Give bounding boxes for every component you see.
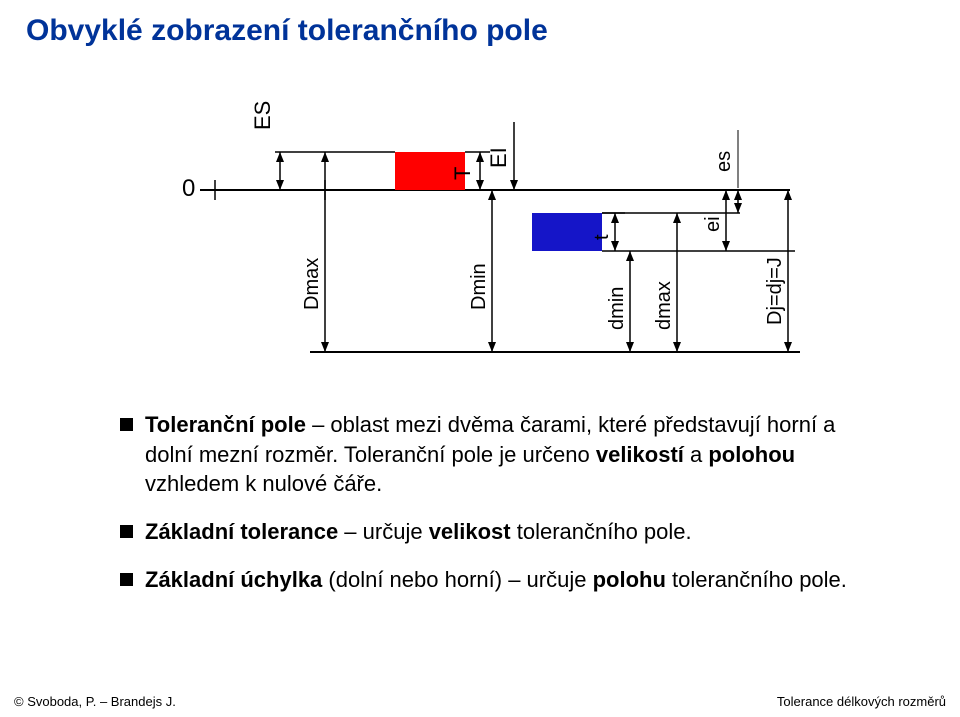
footer-section: Tolerance délkových rozměrů <box>777 694 946 709</box>
footer-copyright: © Svoboda, P. – Brandejs J. <box>14 694 176 709</box>
body-text: Toleranční pole – oblast mezi dvěma čara… <box>120 410 860 612</box>
ei-upper-label: EI <box>486 147 511 168</box>
bullet-square-icon <box>120 525 133 538</box>
tolerance-diagram: 0 ES Dmax T EI Dmin t dmin dmax <box>170 60 810 370</box>
bullet-3: Základní úchylka (dolní nebo horní) – ur… <box>120 565 860 595</box>
dmax-upper-label: Dmax <box>301 258 323 310</box>
dmin-upper-label: Dmin <box>468 263 490 310</box>
dmin-lower-label: dmin <box>606 287 628 330</box>
bullet-square-icon <box>120 573 133 586</box>
page-title: Obvyklé zobrazení tolerančního pole <box>26 14 548 48</box>
zero-label: 0 <box>182 175 195 202</box>
bullet-2: Základní tolerance – určuje velikost tol… <box>120 517 860 547</box>
dj-label: Dj=dj=J <box>764 257 786 325</box>
t-lower-label: t <box>591 234 613 240</box>
bullet-1: Toleranční pole – oblast mezi dvěma čara… <box>120 410 860 499</box>
es-lower-label: es <box>713 151 735 172</box>
bullet-square-icon <box>120 418 133 431</box>
es-upper-label: ES <box>250 101 275 130</box>
ei-lower-label: ei <box>702 216 724 232</box>
dmax-lower-label: dmax <box>653 281 675 330</box>
t-upper-label: T <box>450 167 475 180</box>
